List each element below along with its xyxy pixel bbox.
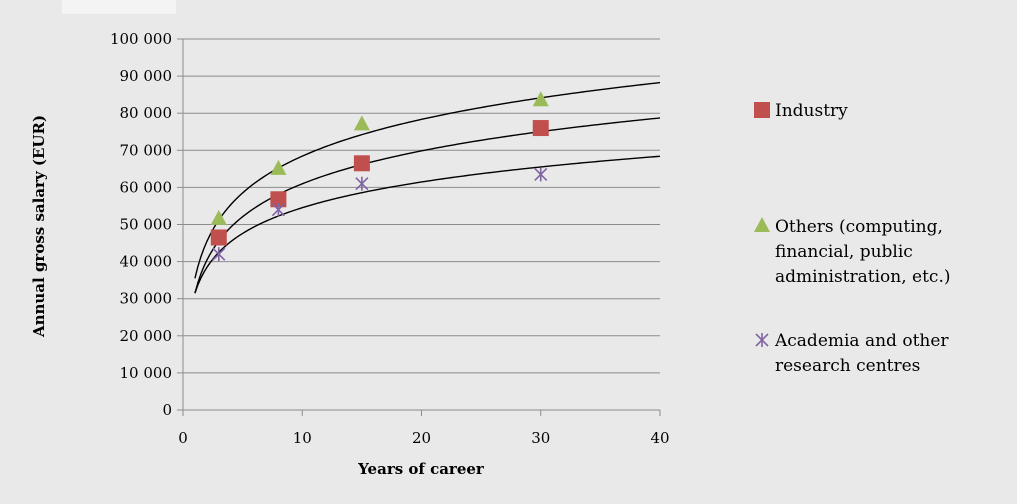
legend-label: Academia and other bbox=[774, 331, 949, 351]
y-axis-title: Annual gross salary (EUR) bbox=[30, 115, 48, 338]
data-point bbox=[354, 155, 370, 171]
y-tick-label: 50 000 bbox=[120, 216, 173, 234]
y-tick-label: 70 000 bbox=[120, 141, 173, 159]
data-point bbox=[533, 120, 549, 136]
y-tick-label: 30 000 bbox=[120, 290, 173, 308]
x-tick-label: 20 bbox=[412, 429, 431, 447]
y-tick-label: 20 000 bbox=[120, 327, 173, 345]
data-point bbox=[211, 229, 227, 245]
y-tick-label: 100 000 bbox=[110, 30, 172, 48]
y-tick-label: 90 000 bbox=[120, 67, 173, 85]
legend-label: Industry bbox=[775, 101, 848, 121]
y-tick-label: 60 000 bbox=[120, 178, 173, 196]
x-axis-title: Years of career bbox=[357, 460, 485, 478]
legend-label: Others (computing, bbox=[775, 217, 943, 237]
legend-marker bbox=[754, 102, 770, 118]
y-tick-label: 10 000 bbox=[120, 364, 173, 382]
legend-label: administration, etc.) bbox=[775, 267, 951, 287]
x-tick-label: 40 bbox=[650, 429, 669, 447]
legend-entry: Industry bbox=[754, 101, 848, 121]
x-tick-label: 0 bbox=[178, 429, 188, 447]
y-tick-label: 0 bbox=[162, 401, 172, 419]
legend-label: financial, public bbox=[775, 242, 913, 262]
y-tick-label: 40 000 bbox=[120, 253, 173, 271]
legend-label: research centres bbox=[775, 356, 920, 376]
x-tick-label: 30 bbox=[531, 429, 550, 447]
y-tick-label: 80 000 bbox=[120, 104, 173, 122]
title-strip bbox=[62, 0, 176, 14]
x-tick-label: 10 bbox=[293, 429, 312, 447]
